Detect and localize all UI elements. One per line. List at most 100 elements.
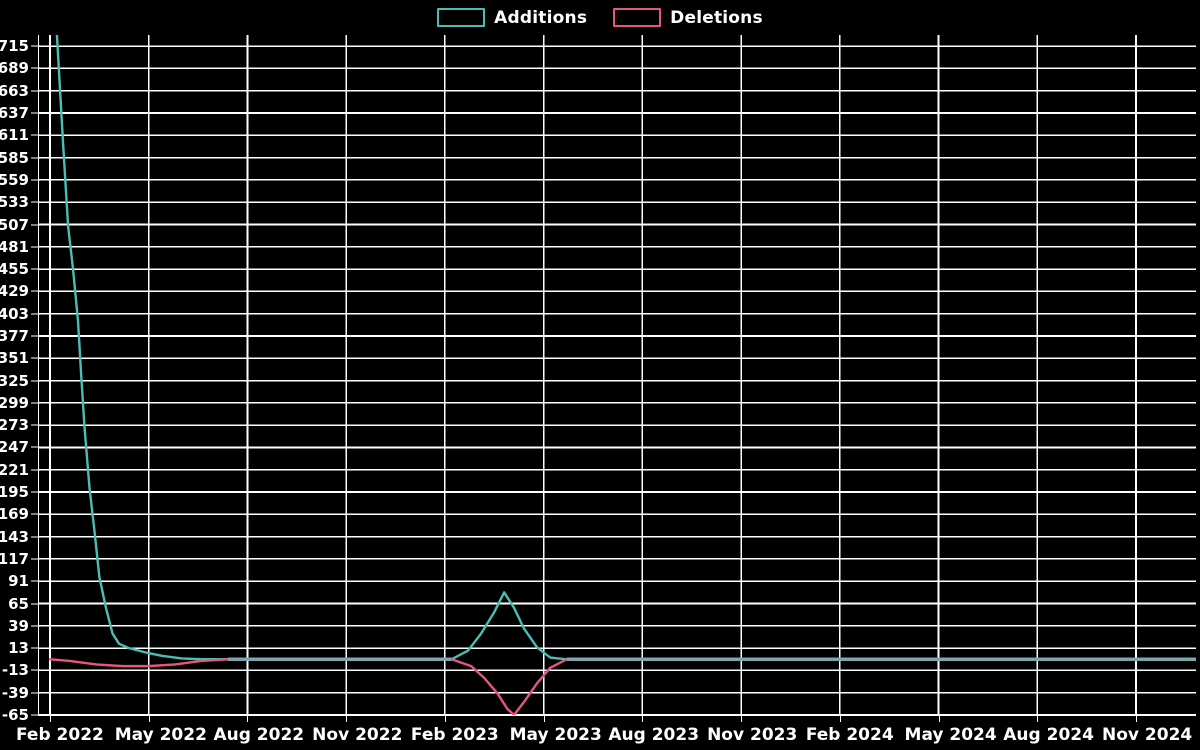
x-axis-tick-label: Feb 2023 — [410, 725, 499, 745]
y-axis-tick-mark — [31, 112, 38, 114]
x-axis-tick-mark — [741, 715, 743, 722]
y-axis-tick-mark — [31, 201, 38, 203]
x-axis-tick-mark — [839, 715, 841, 722]
y-axis-tick-label: 455 — [0, 260, 29, 279]
y-axis-tick-label: 637 — [0, 104, 29, 123]
y-axis-tick-label: -39 — [1, 683, 29, 702]
x-axis-tick-mark — [1136, 715, 1137, 722]
x-axis-tick-mark — [247, 715, 249, 722]
y-axis-tick-mark — [31, 603, 38, 605]
y-axis-tick-mark — [31, 580, 38, 582]
x-axis-tick-label: Aug 2023 — [608, 725, 700, 745]
y-axis-tick-mark — [31, 669, 38, 671]
x-axis-tick-label: Feb 2024 — [805, 725, 894, 745]
y-axis-tick-mark — [31, 45, 38, 47]
y-axis-tick-label: 221 — [0, 460, 29, 479]
y-axis-tick-label: 325 — [0, 371, 29, 390]
y-axis: 715 689 663 637 611 585 559 533 507 481 455 429 403 3… — [0, 35, 38, 724]
y-axis-tick-mark — [31, 469, 38, 471]
y-axis-tick-label: 403 — [0, 304, 29, 323]
legend-swatch-additions — [437, 8, 486, 27]
y-axis-tick-label: -13 — [1, 661, 29, 680]
series-line-deletions — [48, 658, 1196, 715]
y-axis-tick-label: 39 — [8, 616, 29, 635]
y-axis-tick-label: -65 — [1, 706, 29, 724]
y-axis-tick-label: 143 — [0, 527, 29, 546]
y-axis-tick-mark — [31, 714, 38, 716]
x-axis-tick-label: Nov 2022 — [312, 725, 403, 745]
y-axis-tick-label: 533 — [0, 193, 29, 212]
series-line-additions — [55, 35, 1196, 661]
vertical-gridlines — [49, 35, 1137, 715]
x-axis-tick-label: Nov 2024 — [1102, 725, 1193, 745]
y-axis-tick-mark — [31, 491, 38, 493]
y-axis-tick-mark — [31, 558, 38, 560]
x-axis-tick-mark — [642, 715, 644, 722]
x-axis-tick-label: Aug 2024 — [1003, 725, 1094, 745]
series-lines — [48, 35, 1196, 715]
y-axis-tick-mark — [31, 357, 38, 359]
x-axis-tick-label: May 2023 — [509, 725, 602, 745]
y-axis-tick-mark — [31, 224, 38, 225]
x-axis-tick-mark — [938, 715, 940, 722]
x-axis-tick-mark — [346, 715, 348, 722]
y-axis-tick-mark — [31, 625, 38, 627]
y-axis-tick-mark — [31, 134, 38, 136]
y-axis-tick-label: 13 — [8, 639, 29, 658]
y-axis-tick-mark — [31, 313, 38, 315]
y-axis-tick-mark — [31, 246, 38, 248]
y-axis-tick-label: 559 — [0, 170, 29, 189]
y-axis-tick-mark — [31, 290, 38, 292]
y-axis-tick-mark — [31, 647, 38, 649]
y-axis-tick-label: 377 — [0, 326, 29, 345]
y-axis-tick-label: 273 — [0, 416, 29, 435]
y-axis-tick-label: 195 — [0, 483, 29, 502]
x-axis: Feb 2022 May 2022 Aug 2022 Nov 2022 Feb 2023… — [16, 715, 1196, 750]
legend-entry-additions[interactable]: Additions — [437, 8, 587, 28]
y-axis-tick-mark — [31, 424, 38, 426]
y-axis-tick-mark — [31, 67, 38, 69]
y-axis-tick-label: 169 — [0, 505, 29, 524]
legend-label-additions: Additions — [494, 7, 588, 28]
y-axis-tick-mark — [31, 402, 38, 404]
y-axis-tick-mark — [31, 335, 38, 337]
y-axis-tick-mark — [31, 90, 38, 92]
x-axis-tick-label: Aug 2022 — [213, 725, 305, 745]
x-axis-tick-label: May 2022 — [114, 725, 207, 745]
plot-area — [38, 35, 1196, 715]
y-axis-tick-mark — [31, 513, 38, 515]
x-axis-tick-label: Feb 2022 — [16, 725, 104, 745]
x-axis-tick-mark — [50, 715, 51, 722]
y-axis-tick-label: 611 — [0, 126, 29, 145]
y-axis-tick-label: 715 — [0, 37, 29, 56]
legend-swatch-deletions — [613, 8, 662, 27]
x-axis-tick-mark — [543, 715, 545, 722]
y-axis-tick-label: 663 — [0, 81, 29, 100]
y-axis-tick-label: 351 — [0, 349, 29, 368]
legend-label-deletions: Deletions — [670, 7, 763, 28]
x-axis-tick-label: Nov 2023 — [707, 725, 798, 745]
y-axis-tick-label: 65 — [8, 594, 29, 613]
y-axis-tick-label: 429 — [0, 282, 29, 301]
x-axis-tick-mark — [444, 715, 446, 722]
y-axis-tick-mark — [31, 157, 38, 159]
legend-entry-deletions[interactable]: Deletions — [613, 8, 763, 28]
y-axis-tick-label: 299 — [0, 393, 29, 412]
y-axis-line — [38, 35, 39, 715]
horizontal-gridlines — [38, 45, 1196, 715]
y-axis-tick-mark — [31, 446, 38, 448]
x-axis-tick-mark — [148, 715, 150, 722]
x-axis-tick-mark — [1037, 715, 1039, 722]
y-axis-tick-mark — [31, 179, 38, 181]
y-axis-tick-label: 247 — [0, 438, 29, 457]
y-axis-tick-mark — [31, 268, 38, 270]
y-axis-tick-mark — [31, 536, 38, 538]
x-axis-tick-label: May 2024 — [904, 725, 997, 745]
y-axis-tick-label: 585 — [0, 148, 29, 167]
y-axis-tick-label: 91 — [8, 572, 29, 591]
y-axis-tick-label: 507 — [0, 215, 29, 234]
y-axis-tick-label: 689 — [0, 59, 29, 78]
x-axis-line — [38, 715, 1196, 716]
y-axis-tick-mark — [31, 692, 38, 694]
